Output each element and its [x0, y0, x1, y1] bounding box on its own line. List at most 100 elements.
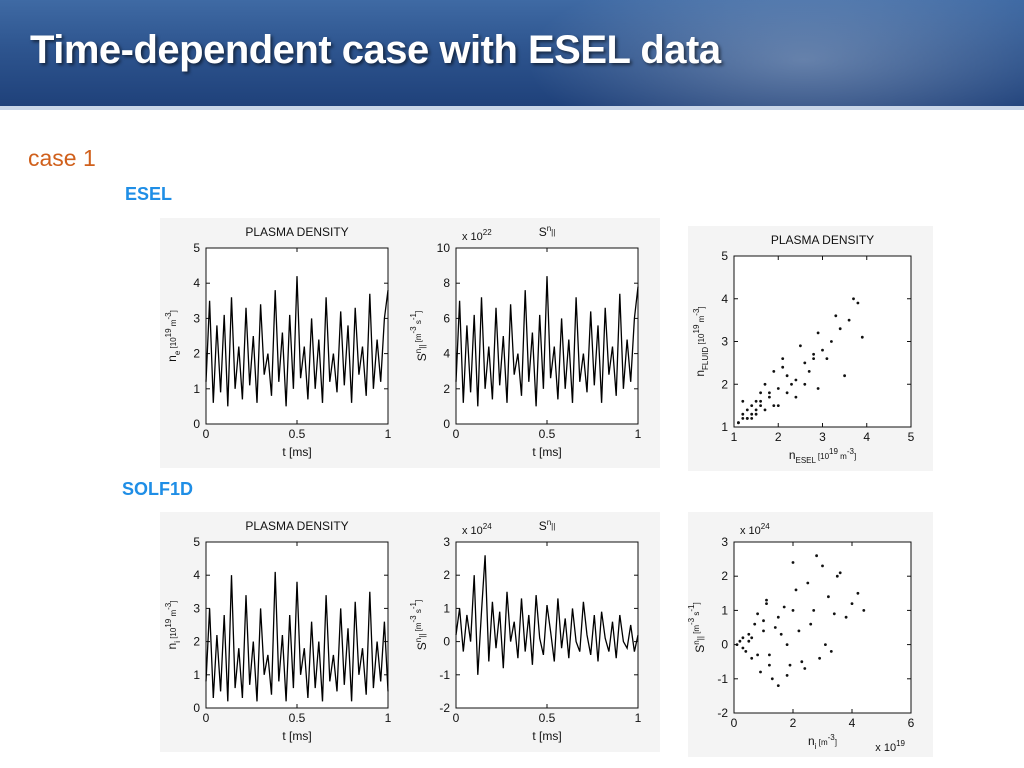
- x-tick-label: 0.5: [539, 711, 556, 725]
- y-tick-label: 1: [443, 601, 450, 615]
- y-tick-label: 2: [193, 347, 200, 361]
- scatter-point: [829, 650, 833, 653]
- scatter-point: [862, 609, 866, 612]
- scatter-point: [741, 646, 745, 650]
- x-axis-label: t [ms]: [532, 445, 561, 459]
- y-tick-label: -1: [439, 668, 450, 682]
- x-tick-label: 1: [385, 711, 392, 725]
- x-tick-label: 2: [790, 716, 797, 730]
- scatter-point: [745, 408, 749, 412]
- scatter-point: [762, 629, 765, 633]
- scatter-point: [785, 643, 789, 646]
- scatter-point: [785, 391, 789, 395]
- scatter-point: [785, 374, 789, 378]
- y-axis-label: ni [1019 m-3]: [164, 601, 182, 650]
- y-axis-label: Sn|| [m-3 s-1]: [410, 600, 429, 650]
- y-tick-label: 8: [443, 276, 450, 290]
- y-tick-label: 4: [193, 568, 200, 582]
- y-axis-label: nFLUID [1019 m-3]: [692, 306, 710, 376]
- y-axis-label: Sn|| [m-3 s-1]: [688, 602, 707, 652]
- x-tick-label: 2: [775, 430, 782, 444]
- scatter-point: [768, 391, 771, 395]
- y-tick-label: 0: [193, 417, 200, 431]
- x-tick-label: 1: [385, 427, 392, 441]
- scatter-point: [797, 629, 801, 633]
- y-tick-label: 5: [721, 249, 728, 263]
- scatter-point: [847, 318, 851, 322]
- scatter-point: [791, 609, 795, 612]
- scatter-point: [812, 352, 815, 356]
- scatter-point: [754, 399, 758, 403]
- scatter-point: [816, 331, 820, 335]
- scatter-point: [747, 639, 751, 643]
- chart-title: Sn||: [539, 224, 556, 239]
- y-tick-label: 4: [721, 292, 728, 306]
- scatter-point: [765, 602, 768, 605]
- scatter-point: [754, 408, 758, 412]
- scatter-point: [818, 656, 821, 660]
- y-tick-label: 2: [193, 635, 200, 649]
- scatter-point: [794, 395, 798, 399]
- esel-scatter-chart: 1 2 3 4 5 1 2 3 4 5 PLASMA DENSITY nESEL [1019 m-3]…: [688, 226, 933, 471]
- scatter-point: [756, 612, 759, 616]
- x-axis-label: t [ms]: [532, 729, 561, 743]
- scatter-point: [750, 404, 754, 407]
- y-tick-label: 0: [443, 635, 450, 649]
- scatter-point: [782, 605, 786, 609]
- scatter-point: [809, 622, 813, 626]
- scatter-point: [860, 335, 864, 339]
- y-tick-label: 10: [437, 241, 451, 255]
- x-axis-label: t [ms]: [282, 729, 311, 743]
- scatter-point: [770, 677, 774, 681]
- x-tick-label: 3: [819, 430, 826, 444]
- section-label-esel: ESEL: [125, 184, 173, 204]
- scatter-point: [741, 412, 745, 416]
- scatter-point: [779, 632, 783, 636]
- x-axis-label: ni [m-3]: [808, 733, 837, 751]
- x-tick-label: 0: [203, 711, 210, 725]
- solf-density-chart: 0 0.5 1 0 1 2 3 4 5 PLASMA DENSITY t [ms] ni [1019 …: [160, 512, 410, 752]
- case-label: case 1: [28, 145, 96, 171]
- scatter-point: [821, 348, 824, 352]
- scatter-point: [791, 561, 795, 564]
- scatter-point: [762, 619, 765, 623]
- scatter-point: [843, 374, 846, 378]
- y-tick-label: 3: [193, 311, 200, 325]
- y-tick-label: 2: [443, 568, 450, 582]
- y-tick-label: 2: [443, 382, 450, 396]
- scatter-point: [741, 417, 745, 420]
- scatter-point: [759, 391, 762, 395]
- scatter-point: [750, 656, 754, 660]
- scatter-point: [803, 667, 807, 670]
- scatter-point: [776, 387, 780, 390]
- x-tick-label: 0.5: [289, 711, 306, 725]
- slide-title: Time-dependent case with ESEL data: [30, 28, 721, 72]
- x-tick-label: 1: [731, 430, 738, 444]
- header-gloss: [524, 0, 1024, 106]
- solf-scatter-chart: 0 2 4 6 -2 -1 0 1 2 3 x 1024 x 1019 ni [m-3] Sn|| [m-…: [688, 512, 933, 757]
- y-tick-label: 5: [193, 535, 200, 549]
- x-tick-label: 6: [908, 716, 915, 730]
- x-tick-label: 4: [863, 430, 870, 444]
- y-tick-label: 1: [721, 420, 728, 434]
- solf-source-chart: 0 0.5 1 -2 -1 0 1 2 3 Sn|| x 1024 t [ms] Sn|| [m-3 s…: [410, 512, 660, 752]
- x-tick-label: 1: [635, 711, 642, 725]
- scatter-point: [750, 417, 754, 420]
- y-tick-label: 1: [193, 668, 200, 682]
- scatter-point: [830, 340, 833, 343]
- scatter-point: [824, 643, 827, 646]
- scatter-point: [800, 660, 804, 664]
- y-multiplier: x 1024: [462, 522, 492, 537]
- scatter-point: [816, 387, 820, 390]
- scatter-point: [763, 382, 767, 386]
- plot-area: [733, 541, 912, 714]
- scatter-point: [856, 301, 860, 305]
- x-tick-label: 0: [453, 711, 460, 725]
- chart-title: Sn||: [539, 518, 556, 533]
- scatter-point: [735, 643, 739, 646]
- scatter-point: [815, 554, 818, 558]
- x-tick-label: 0: [203, 427, 210, 441]
- chart-title: PLASMA DENSITY: [245, 519, 348, 533]
- scatter-point: [832, 612, 836, 616]
- scatter-point: [790, 382, 793, 386]
